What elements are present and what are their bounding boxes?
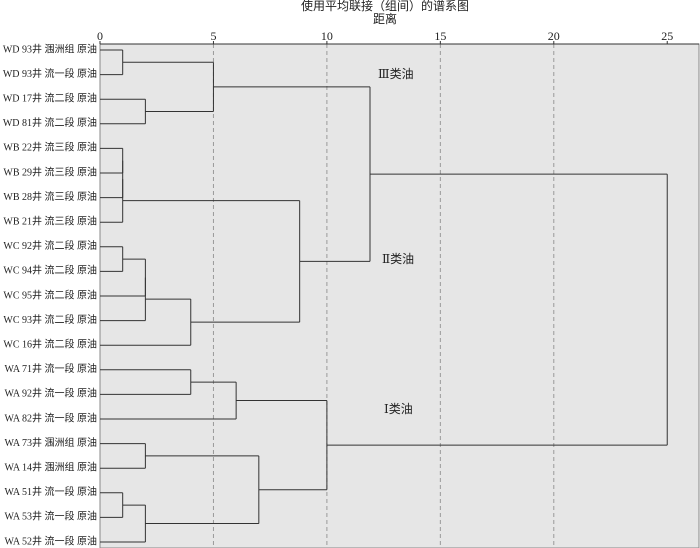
x-tick-label: 5 (210, 29, 216, 43)
x-axis-label: 距离 (373, 11, 397, 26)
leaf-label: WC 92井 流二段 原油 (3, 239, 97, 252)
leaf-label: WA 53井 流一段 原油 (5, 510, 98, 523)
leaf-label: WA 82井 流一段 原油 (5, 411, 98, 424)
leaf-label: WA 52井 流一段 原油 (5, 534, 98, 547)
x-tick-label: 20 (548, 29, 560, 43)
leaf-label: WC 95井 流二段 原油 (3, 288, 97, 301)
x-tick-label: 25 (661, 29, 673, 43)
leaf-label: WB 22井 流三段 原油 (3, 141, 97, 154)
annotation: Ⅱ类油 (382, 252, 414, 266)
leaf-label: WC 94井 流二段 原油 (3, 264, 97, 277)
plot-area (99, 43, 700, 548)
chart-title: 使用平均联接（组间）的谱系图 (301, 0, 469, 13)
leaf-label: WA 51井 流一段 原油 (5, 485, 98, 498)
annotation: Ⅰ类油 (384, 402, 413, 416)
leaf-label: WA 71井 流一段 原油 (5, 362, 98, 375)
x-tick-label: 0 (97, 29, 103, 43)
leaf-label: WB 21井 流三段 原油 (3, 214, 97, 227)
leaf-label: WD 81井 流二段 原油 (3, 116, 97, 129)
x-tick-label: 10 (321, 29, 333, 43)
leaf-label: WB 29井 流三段 原油 (3, 165, 97, 178)
leaf-label: WB 28井 流三段 原油 (3, 190, 97, 203)
x-tick-label: 15 (434, 29, 446, 43)
leaf-label: WC 93井 流二段 原油 (3, 313, 97, 326)
leaf-label: WA 14井 涠洲组 原油 (5, 460, 98, 473)
leaf-label: WA 92井 流一段 原油 (5, 387, 98, 400)
leaf-label: WA 73井 涠洲组 原油 (5, 436, 98, 449)
leaf-label: WD 17井 流二段 原油 (3, 91, 97, 104)
leaf-label: WC 16井 流二段 原油 (3, 337, 97, 350)
annotation: Ⅲ类油 (378, 67, 414, 81)
leaf-label: WD 93井 流一段 原油 (3, 67, 97, 80)
leaf-label: WD 93井 涠洲组 原油 (3, 42, 97, 55)
